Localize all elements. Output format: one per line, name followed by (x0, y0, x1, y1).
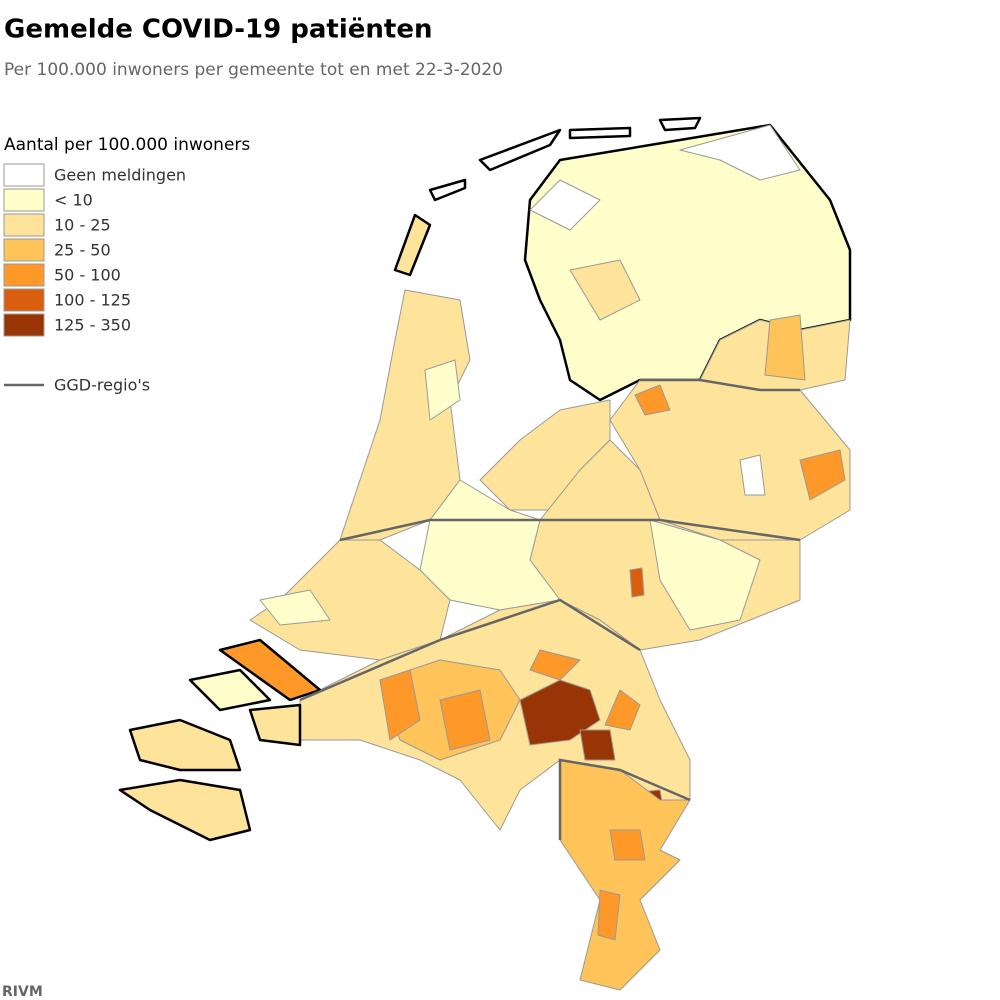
region (428, 178, 467, 202)
region (604, 689, 641, 731)
map (118, 116, 852, 991)
region (799, 449, 846, 501)
boundary-label: GGD-regio's (54, 376, 150, 395)
title: Gemelde COVID-19 patiënten (4, 15, 433, 45)
legend-label: 125 - 350 (54, 316, 131, 335)
legend-swatch (3, 238, 45, 262)
region (259, 589, 331, 626)
legend-label: 100 - 125 (54, 291, 131, 310)
ggd-boundary (640, 378, 800, 392)
ggd-boundary (558, 758, 691, 840)
region (128, 718, 242, 772)
region (579, 729, 616, 761)
region (568, 126, 632, 140)
source: RIVM (2, 984, 43, 1000)
region (393, 213, 432, 277)
region (609, 829, 646, 861)
region (519, 679, 601, 746)
region (597, 889, 621, 941)
region (739, 454, 766, 496)
legend: Geen meldingen < 10 10 - 25 25 - 50 50 - 100… (3, 163, 186, 337)
region (424, 359, 461, 421)
legend-label: 25 - 50 (54, 241, 111, 260)
legend-label: Geen meldingen (54, 166, 186, 185)
legend-swatch (3, 263, 45, 287)
legend-label: 50 - 100 (54, 266, 121, 285)
subtitle: Per 100.000 inwoners per gemeente tot en… (4, 60, 503, 80)
legend-swatch (3, 288, 45, 312)
legend-label: < 10 (54, 191, 93, 210)
region (658, 116, 702, 132)
region (248, 703, 302, 747)
legend-swatch (3, 188, 45, 212)
region (529, 179, 601, 231)
legend-swatch (3, 313, 45, 337)
legend-swatch (3, 213, 45, 237)
region (629, 567, 645, 598)
region (569, 259, 641, 321)
legend-swatch (3, 163, 45, 187)
region (679, 124, 801, 181)
region (339, 289, 471, 541)
ggd-boundary (299, 598, 641, 702)
region (439, 689, 491, 751)
legend-label: 10 - 25 (54, 216, 111, 235)
region (218, 638, 322, 702)
region (478, 128, 562, 172)
region (634, 384, 671, 416)
region (649, 519, 761, 631)
legend-title: Aantal per 100.000 inwoners (4, 135, 250, 155)
region (118, 778, 252, 842)
region (188, 668, 272, 712)
region (379, 669, 421, 741)
ggd-boundary (339, 518, 801, 542)
region (764, 314, 806, 381)
